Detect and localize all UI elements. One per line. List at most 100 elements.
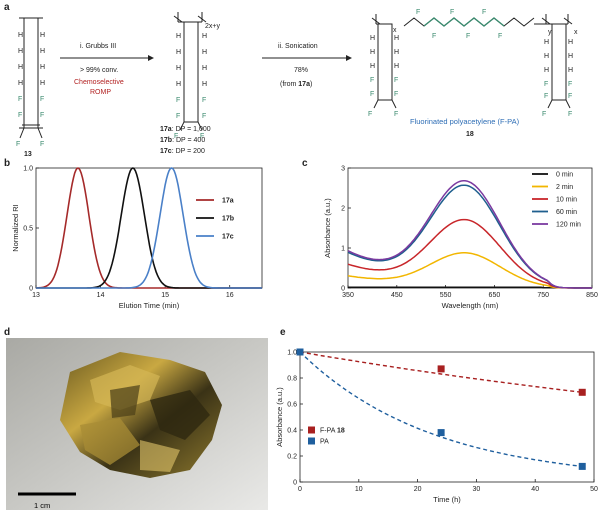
- legend-label-120-min: 120 min: [556, 222, 581, 229]
- panel-letter-d: d: [4, 327, 11, 338]
- svg-text:F: F: [18, 96, 22, 103]
- legend-label-PA: PA: [320, 439, 329, 446]
- svg-text:x: x: [393, 27, 397, 34]
- svg-text:F: F: [40, 112, 44, 119]
- svg-text:H: H: [40, 80, 45, 87]
- svg-text:F: F: [568, 93, 572, 100]
- svg-text:F: F: [40, 96, 44, 103]
- product-18: x H H H H H H F F F F F F F F F F F F y …: [368, 9, 578, 138]
- chart-e-ytick-label: 0.2: [287, 454, 297, 461]
- svg-text:F: F: [394, 91, 398, 98]
- scale-bar-label: 1 cm: [34, 501, 50, 510]
- chart-c-xtick-label: 450: [391, 292, 403, 299]
- arrow-step-1: i. Grubbs III > 99% conv. Chemoselective…: [60, 43, 154, 96]
- crumpled-film: [60, 352, 222, 478]
- svg-text:F: F: [18, 112, 22, 119]
- chart-e-ytick-label: 1.0: [287, 350, 297, 357]
- svg-text:H: H: [176, 49, 181, 56]
- svg-text:17a: DP = 1,000: 17a: DP = 1,000: [160, 126, 211, 133]
- monomer-13: H H H H H H H H F F F F F F 13: [16, 17, 45, 158]
- svg-text:F: F: [416, 9, 420, 16]
- svg-text:H: H: [18, 48, 23, 55]
- svg-text:F: F: [542, 111, 546, 118]
- monomer-h-1: H: [18, 32, 23, 39]
- svg-text:F: F: [202, 113, 206, 120]
- svg-text:F: F: [200, 133, 204, 140]
- series-line-10-min: [347, 218, 592, 289]
- chart-e-ytick-label: 0.6: [287, 402, 297, 409]
- svg-text:H: H: [370, 49, 375, 56]
- svg-text:H: H: [202, 33, 207, 40]
- svg-text:H: H: [544, 53, 549, 60]
- svg-text:H: H: [176, 33, 181, 40]
- svg-text:F: F: [202, 97, 206, 104]
- svg-text:F: F: [394, 111, 398, 118]
- chart-e-xtick-label: 0: [298, 486, 302, 493]
- chart-e-xlabel: Time (h): [433, 495, 461, 504]
- chart-b-xtick-label: 15: [161, 292, 169, 299]
- legend-label-2-min: 2 min: [556, 184, 573, 191]
- chart-e-xtick-label: 50: [590, 486, 598, 493]
- legend-label-17a: 17a: [222, 198, 234, 205]
- series-line-2-min: [347, 252, 592, 289]
- chart-e-ytick-label: 0.4: [287, 428, 297, 435]
- polymer-17: 2x+y H H H H H H H H F F F F F F: [173, 12, 220, 140]
- step1-reagent: i. Grubbs III: [80, 43, 116, 50]
- polymer-subscript: 2x+y: [205, 23, 220, 30]
- step1-type-line1: Chemoselective: [74, 79, 124, 86]
- legend-label-60-min: 60 min: [556, 209, 577, 216]
- svg-text:H: H: [202, 81, 207, 88]
- svg-text:H: H: [568, 39, 573, 46]
- svg-text:H: H: [370, 35, 375, 42]
- chart-c-ylabel: Absorbance (a.u.): [323, 198, 332, 258]
- svg-text:x: x: [574, 29, 578, 36]
- svg-text:F: F: [176, 97, 180, 104]
- chart-c-xtick-label: 750: [537, 292, 549, 299]
- series-line-17c: [36, 167, 262, 289]
- svg-text:F: F: [370, 77, 374, 84]
- chart-b-ytick-label: 0.5: [23, 226, 33, 233]
- chart-e-ytick-label: 0: [293, 480, 297, 487]
- svg-text:H: H: [40, 48, 45, 55]
- svg-text:H: H: [18, 64, 23, 71]
- panel-letter-b: b: [4, 158, 11, 169]
- svg-text:H: H: [176, 81, 181, 88]
- chart-e-xtick-label: 40: [531, 486, 539, 493]
- svg-text:H: H: [176, 65, 181, 72]
- chart-e-ytick-label: 0.8: [287, 376, 297, 383]
- legend-label-17b: 17b: [222, 216, 234, 223]
- chart-c-frame: [347, 167, 593, 289]
- svg-text:17b: DP = 400: 17b: DP = 400: [160, 137, 205, 144]
- data-point-F-PA: [437, 365, 445, 373]
- svg-text:H: H: [544, 39, 549, 46]
- svg-text:F: F: [544, 93, 548, 100]
- chart-b-ytick-label: 1.0: [23, 166, 33, 173]
- svg-text:H: H: [40, 64, 45, 71]
- chart-e-frame: [299, 351, 595, 483]
- svg-text:H: H: [394, 49, 399, 56]
- chart-c-xtick-label: 650: [489, 292, 501, 299]
- legend-label-0-min: 0 min: [556, 172, 573, 179]
- svg-text:H: H: [18, 80, 23, 87]
- legend-label-F-PA: F-PA 18: [320, 428, 345, 435]
- svg-text:F: F: [568, 81, 572, 88]
- product-name: Fluorinated polyacetylene (F-PA): [410, 117, 520, 126]
- chart-b-xtick-label: 16: [226, 292, 234, 299]
- step1-conversion: > 99% conv.: [80, 67, 118, 74]
- svg-text:F: F: [370, 91, 374, 98]
- svg-text:F: F: [368, 111, 372, 118]
- data-point-F-PA: [578, 388, 586, 396]
- legend-label-10-min: 10 min: [556, 197, 577, 204]
- series-line-120-min: [347, 180, 592, 289]
- fit-curve-F-PA: [299, 351, 583, 393]
- chart-e-xtick-label: 10: [355, 486, 363, 493]
- svg-text:H: H: [202, 49, 207, 56]
- dp-list: 17a: DP = 1,000 17b: DP = 400 17c: DP = …: [160, 126, 211, 155]
- chart-c-xtick-label: 850: [586, 292, 598, 299]
- panel-letter-c: c: [302, 158, 308, 169]
- step1-type-line2: ROMP: [90, 89, 111, 96]
- legend-marker-F-PA: [308, 426, 315, 434]
- svg-text:H: H: [394, 63, 399, 70]
